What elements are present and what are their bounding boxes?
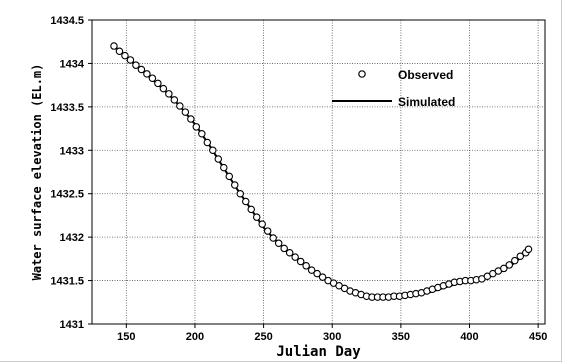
observed-point bbox=[176, 102, 184, 110]
observed-point bbox=[121, 51, 129, 60]
simulated-line bbox=[113, 45, 530, 299]
observed-point bbox=[209, 146, 217, 155]
observed-point bbox=[505, 261, 514, 269]
observed-series bbox=[110, 42, 533, 301]
y-tick-label: 1431.5 bbox=[50, 276, 84, 288]
observed-point bbox=[148, 74, 157, 82]
observed-point bbox=[110, 42, 118, 50]
observed-point bbox=[170, 96, 179, 104]
observed-point bbox=[263, 227, 272, 235]
observed-point bbox=[225, 172, 234, 181]
y-axis-title: Water surface elevation (EL.m) bbox=[30, 64, 44, 281]
observed-point bbox=[318, 273, 327, 281]
observed-point bbox=[511, 256, 519, 265]
y-tick-label: 1433 bbox=[60, 145, 84, 157]
observed-point bbox=[285, 249, 294, 257]
observed-point bbox=[198, 130, 206, 138]
observed-point bbox=[143, 70, 151, 78]
observed-point bbox=[258, 220, 266, 228]
observed-point bbox=[115, 47, 124, 56]
observed-point bbox=[192, 123, 201, 131]
observed-point bbox=[137, 65, 146, 74]
observed-point bbox=[132, 61, 140, 69]
observed-point bbox=[269, 234, 277, 242]
observed-point bbox=[214, 155, 223, 163]
observed-point bbox=[220, 163, 228, 172]
simulated-series bbox=[113, 45, 530, 299]
observed-point bbox=[313, 269, 321, 278]
legend-simulated-label: Simulated bbox=[398, 95, 455, 109]
y-tick-label: 1434 bbox=[60, 58, 85, 70]
y-tick-label: 1432.5 bbox=[50, 189, 84, 201]
x-tick-label: 400 bbox=[460, 331, 478, 343]
observed-point bbox=[280, 244, 288, 253]
y-tick-label: 1432 bbox=[60, 232, 84, 244]
x-tick-label: 200 bbox=[186, 331, 204, 343]
observed-point bbox=[203, 138, 212, 147]
observed-point bbox=[165, 90, 173, 98]
legend: Observed Simulated bbox=[332, 68, 455, 109]
observed-point bbox=[296, 257, 305, 266]
observed-point bbox=[516, 252, 525, 261]
y-tick-label: 1433.5 bbox=[50, 102, 84, 114]
y-tick-label: 1431 bbox=[60, 319, 84, 331]
observed-point bbox=[187, 115, 195, 123]
plot-area-border bbox=[91, 19, 546, 325]
observed-point bbox=[500, 264, 508, 273]
x-tick-label: 300 bbox=[323, 331, 341, 343]
observed-point bbox=[307, 266, 316, 274]
x-tick-label: 350 bbox=[392, 331, 410, 343]
observed-point bbox=[274, 239, 283, 247]
observed-point bbox=[154, 79, 162, 88]
x-tick-label: 450 bbox=[529, 331, 547, 343]
observed-point bbox=[247, 205, 255, 214]
y-tick-label: 1434.5 bbox=[50, 15, 84, 27]
observed-point bbox=[302, 262, 310, 270]
observed-point bbox=[252, 213, 261, 221]
observed-point bbox=[524, 245, 533, 254]
axis-ticks: 150 200 250 300 350 400 450 1431 1431.5 1432 1432.… bbox=[50, 15, 547, 343]
x-tick-label: 150 bbox=[117, 331, 135, 343]
legend-observed-label: Observed bbox=[398, 68, 453, 82]
observed-point bbox=[241, 197, 250, 206]
x-axis-title: Julian Day bbox=[276, 344, 361, 360]
observed-point bbox=[126, 56, 135, 64]
legend-observed-marker bbox=[358, 70, 366, 78]
observed-point bbox=[231, 181, 239, 189]
x-tick-label: 250 bbox=[254, 331, 272, 343]
observed-point bbox=[291, 253, 299, 261]
observed-point bbox=[236, 189, 245, 198]
observed-point bbox=[181, 108, 190, 116]
observed-point bbox=[159, 84, 168, 93]
